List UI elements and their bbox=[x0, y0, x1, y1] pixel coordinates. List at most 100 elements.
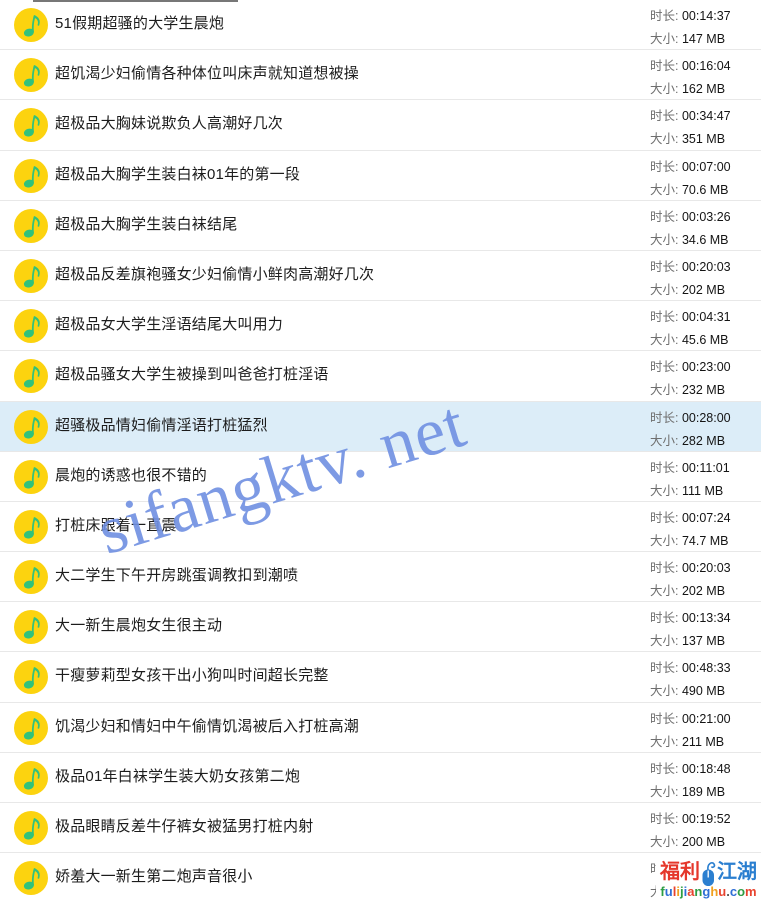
file-meta: 时长: 00:23:00 大小: 232 MB bbox=[650, 356, 731, 402]
list-item-selected[interactable]: 超骚极品情妇偷情淫语打桩猛烈 时长: 00:28:00 大小: 282 MB bbox=[0, 401, 761, 453]
duration-label: 时长: bbox=[650, 59, 679, 74]
file-meta: 时长: 00:48:33 大小: 490 MB bbox=[650, 657, 731, 703]
duration-value: 00:21:00 bbox=[681, 711, 731, 726]
file-meta: 时长: 00:19:52 大小: 200 MB bbox=[650, 808, 731, 854]
duration-value: 00:48:33 bbox=[681, 661, 731, 676]
duration-label: 时长: bbox=[650, 711, 679, 726]
file-title: 超饥渴少妇偷情各种体位叫床声就知道想被操 bbox=[55, 65, 360, 83]
file-title: 极品眼睛反差牛仔裤女被猛男打桩内射 bbox=[55, 818, 314, 835]
size-value: 200 MB bbox=[681, 835, 726, 849]
duration-label: 时长: bbox=[650, 460, 679, 475]
list-item[interactable]: 晨炮的诱惑也很不错的 时长: 00:11:01 大小: 111 MB bbox=[0, 451, 761, 502]
logo-wordmark: 福利 江湖 bbox=[656, 856, 761, 886]
file-title: 极品01年白袜学生装大奶女孩第二炮 bbox=[55, 767, 301, 785]
qq-music-note-icon bbox=[14, 710, 48, 745]
size-value: 211 MB bbox=[681, 734, 725, 749]
size-label: 大小: bbox=[650, 433, 679, 448]
logo-text-fuli: 福利 bbox=[660, 861, 700, 883]
list-item[interactable]: 51假期超骚的大学生晨炮 时长: 00:14:37 大小: 147 MB bbox=[0, 0, 761, 51]
size-label: 大小: bbox=[650, 232, 679, 247]
file-meta: 时长: 00:21:00 大小: 211 MB bbox=[650, 708, 731, 754]
size-label: 大小: bbox=[650, 282, 679, 297]
duration-label: 时长: bbox=[650, 209, 679, 224]
file-title: 超极品女大学生淫语结尾大叫用力 bbox=[55, 316, 284, 334]
duration-value: 00:04:31 bbox=[681, 310, 731, 325]
list-item[interactable]: 极品01年白袜学生装大奶女孩第二炮 时长: 00:18:48 大小: 189 M… bbox=[0, 752, 761, 804]
size-value: 232 MB bbox=[681, 383, 726, 398]
file-meta: 时长: 00:28:00 大小: 282 MB bbox=[650, 407, 731, 453]
file-title: 超极品反差旗袍骚女少妇偷情小鲜肉高潮好几次 bbox=[55, 265, 375, 283]
duration-label: 时长: bbox=[650, 561, 679, 576]
file-title: 超极品骚女大学生被操到叫爸爸打桩淫语 bbox=[55, 366, 329, 384]
size-label: 大小: bbox=[650, 483, 679, 498]
list-item[interactable]: 饥渴少妇和情妇中午偷情饥渴被后入打桩高潮 时长: 00:21:00 大小: 21… bbox=[0, 702, 761, 754]
duration-label: 时长: bbox=[650, 611, 679, 626]
size-label: 大小: bbox=[650, 82, 679, 97]
duration-value: 00:28:00 bbox=[681, 410, 731, 425]
qq-music-note-icon bbox=[14, 610, 48, 645]
file-title: 娇羞大一新生第二炮声音很小 bbox=[55, 868, 253, 886]
list-item[interactable]: 超极品大胸学生装白袜01年的第一段 时长: 00:07:00 大小: 70.6 … bbox=[0, 150, 761, 201]
list-item[interactable]: 大一新生晨炮女生很主动 时长: 00:13:34 大小: 137 MB bbox=[0, 602, 761, 653]
file-meta: 时长: 00:34:47 大小: 351 MB bbox=[650, 105, 731, 151]
size-value: 162 MB bbox=[681, 82, 726, 97]
duration-value: 00:19:52 bbox=[681, 812, 731, 826]
size-value: 490 MB bbox=[681, 684, 726, 699]
qq-music-note-icon bbox=[14, 359, 48, 394]
file-meta: 时长: 00:04:31 大小: 45.6 MB bbox=[650, 306, 731, 352]
duration-value: 00:07:24 bbox=[681, 510, 731, 525]
file-meta: 时长: 00:03:26 大小: 34.6 MB bbox=[650, 206, 731, 252]
list-item[interactable]: 打桩床跟着一直震 时长: 00:07:24 大小: 74.7 MB bbox=[0, 501, 761, 553]
list-item[interactable]: 超极品大胸妹说欺负人高潮好几次 时长: 00:34:47 大小: 351 MB bbox=[0, 100, 761, 151]
duration-label: 时长: bbox=[650, 259, 679, 274]
list-item[interactable]: 超极品骚女大学生被操到叫爸爸打桩淫语 时长: 00:23:00 大小: 232 … bbox=[0, 351, 761, 402]
list-item[interactable]: 大二学生下午开房跳蛋调教扣到潮喷 时长: 00:20:03 大小: 202 MB bbox=[0, 552, 761, 603]
duration-value: 00:07:00 bbox=[681, 159, 731, 174]
file-meta: 时长: 00:14:37 大小: 147 MB bbox=[650, 5, 731, 51]
list-item[interactable]: 干瘦萝莉型女孩干出小狗叫时间超长完整 时长: 00:48:33 大小: 490 … bbox=[0, 652, 761, 703]
duration-value: 00:03:26 bbox=[681, 209, 731, 224]
duration-value: 00:23:00 bbox=[681, 360, 731, 375]
size-label: 大小: bbox=[650, 684, 679, 699]
list-item[interactable]: 超极品大胸学生装白袜结尾 时长: 00:03:26 大小: 34.6 MB bbox=[0, 200, 761, 252]
size-value: 70.6 MB bbox=[681, 182, 729, 197]
size-label: 大小: bbox=[650, 333, 679, 348]
duration-value: 00:20:03 bbox=[681, 561, 731, 576]
file-title: 超极品大胸学生装白袜结尾 bbox=[55, 215, 238, 233]
size-label: 大小: bbox=[650, 182, 679, 197]
file-meta: 时长: 00:20:03 大小: 202 MB bbox=[650, 557, 731, 603]
logo-text-jianghu: 江湖 bbox=[717, 861, 757, 883]
qq-music-note-icon bbox=[14, 509, 48, 544]
size-value: 137 MB bbox=[681, 634, 726, 649]
size-label: 大小: bbox=[650, 634, 679, 649]
size-label: 大小: bbox=[650, 383, 679, 398]
qq-music-note-icon bbox=[14, 258, 48, 293]
logo-domain-text: fulijianghu.com bbox=[660, 884, 757, 899]
duration-value: 00:20:03 bbox=[681, 259, 731, 274]
size-value: 34.6 MB bbox=[681, 232, 729, 247]
size-value: 282 MB bbox=[681, 433, 726, 448]
size-label: 大小: bbox=[650, 584, 679, 599]
size-value: 351 MB bbox=[681, 132, 726, 147]
qq-music-note-icon bbox=[14, 158, 48, 193]
file-title: 晨炮的诱惑也很不错的 bbox=[55, 466, 208, 484]
qq-music-note-icon bbox=[14, 8, 48, 42]
file-title: 大一新生晨炮女生很主动 bbox=[55, 617, 223, 635]
file-meta: 时长: 00:18:48 大小: 189 MB bbox=[650, 758, 731, 804]
size-label: 大小: bbox=[650, 32, 679, 46]
qq-music-note-icon bbox=[14, 660, 48, 695]
qq-music-note-icon bbox=[14, 409, 48, 444]
size-value: 45.6 MB bbox=[681, 333, 729, 348]
list-item[interactable]: 超极品女大学生淫语结尾大叫用力 时长: 00:04:31 大小: 45.6 MB bbox=[0, 301, 761, 352]
qq-music-note-icon bbox=[14, 459, 48, 494]
size-label: 大小: bbox=[650, 132, 679, 147]
list-item[interactable]: 极品眼睛反差牛仔裤女被猛男打桩内射 时长: 00:19:52 大小: 200 M… bbox=[0, 803, 761, 854]
list-item[interactable]: 娇羞大一新生第二炮声音很小 时长: 大小: bbox=[0, 853, 761, 904]
list-item[interactable]: 超极品反差旗袍骚女少妇偷情小鲜肉高潮好几次 时长: 00:20:03 大小: 2… bbox=[0, 250, 761, 302]
size-value: 74.7 MB bbox=[681, 533, 729, 548]
size-value: 111 MB bbox=[681, 483, 724, 498]
duration-label: 时长: bbox=[650, 310, 679, 325]
file-title: 超极品大胸学生装白袜01年的第一段 bbox=[55, 165, 301, 183]
file-title: 超极品大胸妹说欺负人高潮好几次 bbox=[55, 115, 284, 133]
list-item[interactable]: 超饥渴少妇偷情各种体位叫床声就知道想被操 时长: 00:16:04 大小: 16… bbox=[0, 50, 761, 101]
